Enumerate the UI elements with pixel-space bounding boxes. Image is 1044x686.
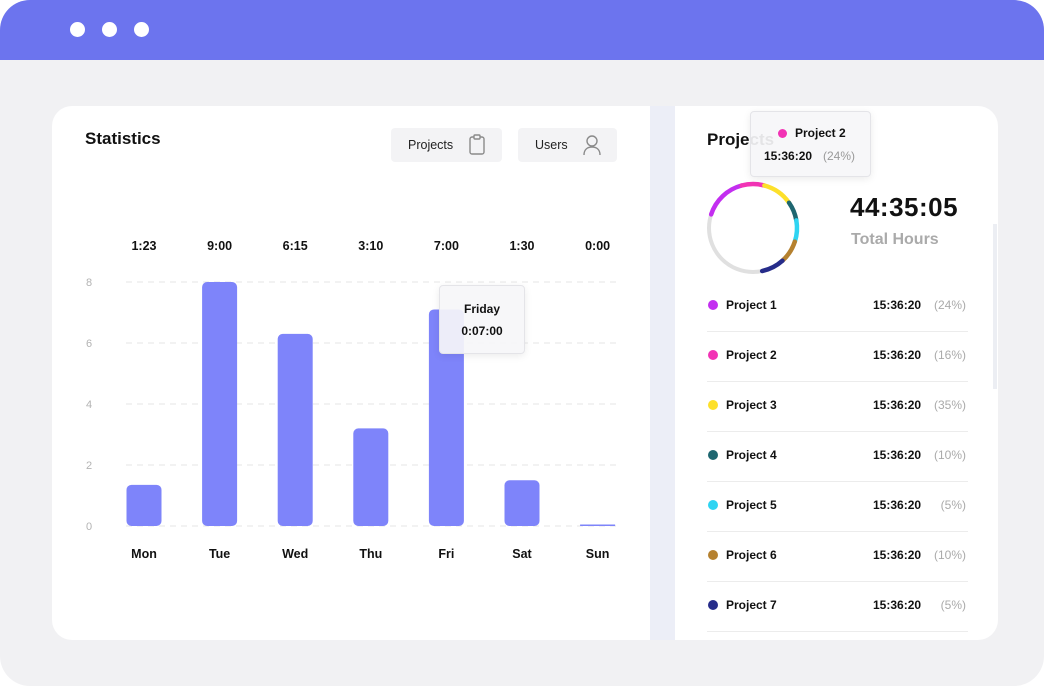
project-time: 15:36:20 [873,598,922,612]
bar-mon[interactable] [126,484,162,526]
bar-data-label: 1:30 [509,239,534,253]
bar-data-label: 0:00 [585,239,610,253]
project-row[interactable]: Project 4 15:36:20 (10%) [707,431,968,482]
project-color-dot [708,450,718,460]
bar-tooltip-value: 0:07:00 [461,324,503,338]
project-color-dot [708,400,718,410]
bar-tooltip: Friday 0:07:00 [439,285,525,354]
project-percent: (16%) [933,348,966,362]
donut-segment[interactable] [708,183,744,217]
statistics-card: Statistics Projects Users 0 2 4 6 8 1:23 Mon 9:… [52,106,650,640]
donut-segment[interactable] [762,183,792,206]
project-tooltip-time: 15:36:20 [764,149,813,163]
y-tick-label: 2 [86,460,92,472]
project-percent: (35%) [933,398,966,412]
donut-segment[interactable] [786,200,799,223]
clipboard-icon [469,134,485,155]
window-dot[interactable] [134,22,149,37]
project-row[interactable]: Project 2 15:36:20 (16%) [707,331,968,382]
project-name: Project 6 [726,548,777,562]
project-name: Project 5 [726,498,777,512]
bar-data-label: 1:23 [131,239,156,253]
project-name: Project 7 [726,598,777,612]
project-percent: (5%) [940,498,966,512]
bar-tue[interactable] [202,282,238,526]
projects-filter-button[interactable]: Projects [391,128,502,162]
project-time: 15:36:20 [873,398,922,412]
donut-segment[interactable] [759,258,785,274]
user-icon [583,135,601,156]
total-hours-value: 44:35:05 [850,192,959,222]
project-row[interactable]: Project 6 15:36:20 (10%) [707,531,968,582]
project-color-dot [708,350,718,360]
donut-segment[interactable] [780,239,798,263]
window-dot[interactable] [102,22,117,37]
project-percent: (10%) [933,448,966,462]
bar-thu[interactable] [353,428,389,526]
project-tooltip-name: Project 2 [795,126,846,140]
bar-data-label: 3:10 [358,239,383,253]
donut-segment[interactable] [792,218,800,244]
y-tick-label: 8 [86,277,92,289]
window-dot[interactable] [70,22,85,37]
projects-donut-chart [707,181,800,274]
users-filter-button[interactable]: Users [518,128,617,162]
y-tick-label: 4 [86,399,92,411]
project-row[interactable]: Project 3 15:36:20 (35%) [707,381,968,432]
project-percent: (24%) [933,298,966,312]
project-color-dot [708,550,718,560]
bar-sat[interactable] [504,480,540,526]
project-name: Project 4 [726,448,777,462]
y-tick-label: 0 [86,521,92,533]
project-name: Project 3 [726,398,777,412]
project-tooltip-dot [778,129,787,138]
project-color-dot [708,300,718,310]
project-color-dot [708,500,718,510]
project-time: 15:36:20 [873,348,922,362]
project-time: 15:36:20 [873,498,922,512]
x-tick-label: Mon [131,547,157,561]
project-time: 15:36:20 [873,448,922,462]
project-row[interactable]: Project 1 15:36:20 (24%) [707,281,968,332]
bar-wed[interactable] [277,333,313,526]
project-tooltip-pct: (24%) [823,149,856,163]
bar-tooltip-day: Friday [463,302,500,316]
project-row[interactable]: Project 5 15:36:20 (5%) [707,481,968,532]
y-tick-label: 6 [86,338,92,350]
project-name: Project 1 [726,298,777,312]
bar-sun[interactable] [580,524,616,527]
x-tick-label: Tue [209,547,230,561]
x-tick-label: Sun [586,547,610,561]
project-row[interactable]: Project 7 15:36:20 (5%) [707,581,968,632]
title-bar [0,0,1044,60]
project-tooltip: Project 2 15:36:20 (24%) [750,111,871,177]
x-tick-label: Wed [282,547,308,561]
project-time: 15:36:20 [873,548,922,562]
bar-data-label: 6:15 [283,239,308,253]
panel-divider [650,106,675,640]
donut-segment[interactable] [739,181,767,188]
x-tick-label: Thu [359,547,382,561]
x-tick-label: Sat [512,547,532,561]
project-percent: (5%) [940,598,966,612]
project-name: Project 2 [726,348,777,362]
project-percent: (10%) [933,548,966,562]
total-hours-label: Total Hours [851,231,939,248]
weekly-bar-chart: 0 2 4 6 8 1:23 Mon 9:00 Tue 6:15 Wed 3:10 Thu 7:00 Fri… [86,239,618,561]
bar-data-label: 9:00 [207,239,232,253]
projects-filter-label: Projects [408,138,454,152]
bar-data-label: 7:00 [434,239,459,253]
users-filter-label: Users [535,138,568,152]
scroll-edge [993,224,997,389]
x-tick-label: Fri [438,547,454,561]
bar-fri[interactable] [428,309,464,526]
project-color-dot [708,600,718,610]
statistics-title: Statistics [85,129,161,148]
project-time: 15:36:20 [873,298,922,312]
